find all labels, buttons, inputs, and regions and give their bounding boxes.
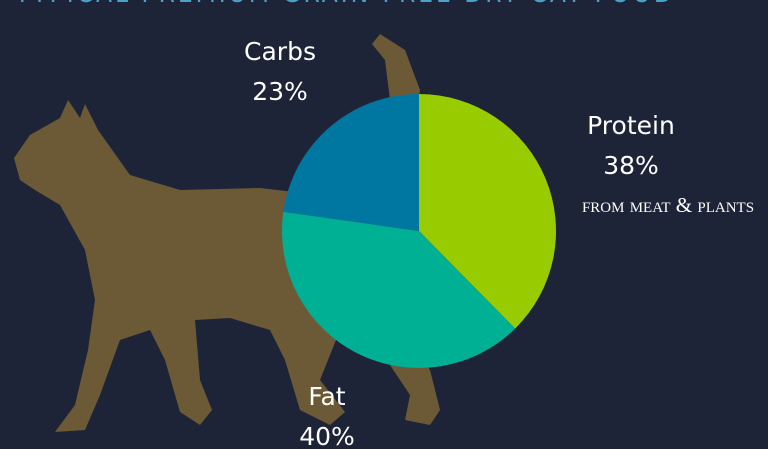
value-label: 38% (603, 151, 659, 180)
value-label: 23% (252, 77, 308, 106)
value-label: 40% (299, 422, 355, 449)
slice-label: Protein (587, 111, 675, 140)
slice-label: Carbs (244, 37, 316, 66)
slice-label: Fat (308, 382, 345, 411)
chart: Typical Premium Grain-Free Dry Cat Food … (0, 0, 768, 449)
page: Typical Premium Grain-Free Dry Cat Food … (0, 0, 768, 449)
annotation: from meat & plants (582, 193, 754, 217)
chart-title: Typical Premium Grain-Free Dry Cat Food (14, 0, 675, 9)
